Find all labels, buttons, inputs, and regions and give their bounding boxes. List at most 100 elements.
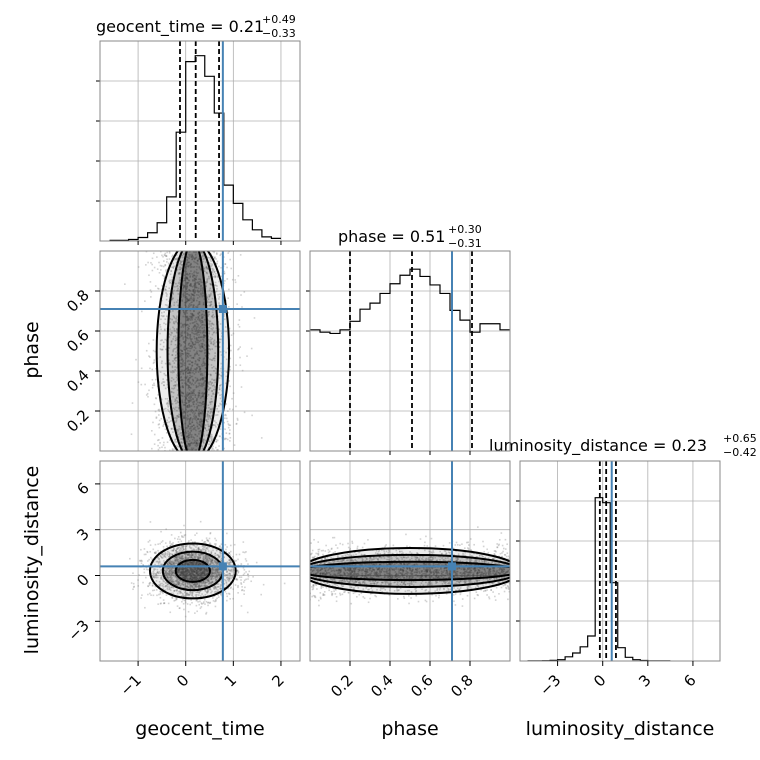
panel-geocent-time-phase-point xyxy=(226,347,229,350)
panel-geocent-time-luminosity-distance-point xyxy=(196,583,198,586)
panel-geocent-time-luminosity-distance-point xyxy=(202,549,204,551)
panel-geocent-time-luminosity-distance-point xyxy=(191,587,194,590)
panel-geocent-time-luminosity-distance-point xyxy=(172,570,174,573)
panel-geocent-time-phase-point xyxy=(170,299,173,301)
panel-geocent-time-luminosity-distance-point xyxy=(217,572,220,574)
panel-geocent-time-luminosity-distance-point xyxy=(195,578,197,580)
panel-geocent-time-phase-point xyxy=(199,397,202,400)
panel-geocent-time-luminosity-distance-point xyxy=(243,589,245,592)
panel-geocent-time-luminosity-distance-point xyxy=(200,602,203,604)
panel-geocent-time-luminosity-distance-point xyxy=(153,576,156,579)
panel-geocent-time-phase-point xyxy=(189,372,192,374)
panel-geocent-time-phase-point xyxy=(196,307,198,309)
panel-geocent-time-luminosity-distance-point xyxy=(165,573,167,576)
panel-geocent-time-phase-point xyxy=(176,269,179,271)
panel-geocent-time-luminosity-distance-point xyxy=(200,576,203,578)
panel-geocent-time-luminosity-distance-point xyxy=(212,577,215,580)
panel-geocent-time-phase-point xyxy=(237,348,239,351)
panel-geocent-time-luminosity-distance-point xyxy=(166,585,169,588)
panel-geocent-time-luminosity-distance-point xyxy=(190,563,193,566)
panel-geocent-time-phase-point xyxy=(183,369,186,372)
panel-geocent-time-luminosity-distance-point xyxy=(206,578,208,581)
panel-geocent-time-luminosity-distance-point xyxy=(229,554,232,556)
panel-geocent-time-phase-point xyxy=(202,394,205,397)
panel-geocent-time-phase-point xyxy=(197,427,199,430)
panel-geocent-time-luminosity-distance-point xyxy=(199,563,202,566)
panel-geocent-time-phase-point xyxy=(204,449,207,451)
panel-geocent-time-phase-point xyxy=(215,368,218,370)
panel-geocent-time-luminosity-distance-point xyxy=(189,577,192,580)
panel-geocent-time-phase-point xyxy=(219,341,221,344)
panel-geocent-time-phase-point xyxy=(211,263,214,266)
panel-geocent-time-phase-point xyxy=(200,412,202,414)
panel-geocent-time-phase-point xyxy=(209,301,212,304)
panel-geocent-time-phase-point xyxy=(203,269,205,272)
panel-geocent-time-luminosity-distance-point xyxy=(157,564,160,567)
panel-geocent-time-phase-point xyxy=(182,417,185,419)
panel-geocent-time-phase-point xyxy=(232,392,235,394)
panel-geocent-time-phase-point xyxy=(199,318,201,321)
panel-geocent-time-luminosity-distance-point xyxy=(215,590,217,593)
panel-geocent-time-luminosity-distance-point xyxy=(183,572,185,575)
panel-geocent-time-luminosity-distance-point xyxy=(188,544,191,547)
panel-geocent-time-phase-point xyxy=(190,449,193,451)
panel-geocent-time-phase-point xyxy=(213,449,215,451)
panel-geocent-time-luminosity-distance-point xyxy=(162,546,165,548)
panel-geocent-time-phase-point xyxy=(198,415,201,418)
panel-geocent-time-phase-point xyxy=(187,333,189,336)
panel-geocent-time-phase-point xyxy=(186,427,188,429)
panel-geocent-time-phase-point xyxy=(197,331,200,333)
panel-geocent-time-phase-point xyxy=(224,318,226,321)
panel-geocent-time-luminosity-distance-point xyxy=(165,584,167,587)
panel-geocent-time-phase-point xyxy=(183,311,185,313)
panel-geocent-time-phase-point xyxy=(178,401,180,403)
panel-geocent-time-luminosity-distance-point xyxy=(199,553,202,556)
panel-geocent-time-luminosity-distance-point xyxy=(191,585,194,588)
panel-geocent-time-phase-point xyxy=(196,339,198,341)
panel-geocent-time-luminosity-distance-point xyxy=(182,547,185,550)
panel-geocent-time-luminosity-distance-point xyxy=(138,574,140,576)
panel-geocent-time-luminosity-distance-point xyxy=(168,562,171,564)
panel-geocent-time-luminosity-distance-point xyxy=(196,562,198,565)
panel-geocent-time-luminosity-distance-point xyxy=(197,560,200,563)
panel-geocent-time-phase-point xyxy=(189,265,192,267)
panel-geocent-time-luminosity-distance-point xyxy=(198,581,200,584)
panel-geocent-time-luminosity-distance-point xyxy=(174,562,177,565)
panel-geocent-time-phase-point xyxy=(175,406,177,409)
panel-geocent-time-phase-point xyxy=(185,357,188,359)
panel-geocent-time-luminosity-distance-point xyxy=(216,554,219,556)
panel-geocent-time-luminosity-distance-point xyxy=(190,574,193,577)
panel-geocent-time-luminosity-distance-point xyxy=(246,611,249,614)
panel-geocent-time-luminosity-distance-point xyxy=(193,583,196,585)
panel-geocent-time-luminosity-distance-point xyxy=(216,566,218,569)
panel-geocent-time-phase-point xyxy=(192,380,195,382)
panel-geocent-time-luminosity-distance-point xyxy=(161,540,164,542)
panel-geocent-time-phase-point xyxy=(198,359,201,362)
panel-geocent-time-luminosity-distance-point xyxy=(210,553,212,555)
panel-geocent-time-phase-point xyxy=(209,401,212,404)
panel-geocent-time-phase-point xyxy=(197,303,200,306)
panel-geocent-time-luminosity-distance-point xyxy=(195,552,198,555)
panel-geocent-time-phase-point xyxy=(229,429,231,431)
panel-geocent-time-phase-point xyxy=(152,339,155,341)
panel-geocent-time-phase-point xyxy=(223,421,225,424)
panel-geocent-time-luminosity-distance-point xyxy=(216,571,219,573)
panel-geocent-time-phase-point xyxy=(153,361,155,363)
panel-geocent-time-phase-point xyxy=(200,287,202,289)
panel-geocent-time-luminosity-distance-point xyxy=(194,568,196,571)
panel-geocent-time-phase-point xyxy=(202,382,205,385)
panel-geocent-time-luminosity-distance-point xyxy=(212,566,215,569)
panel-geocent-time-luminosity-distance-point xyxy=(207,578,210,581)
panel-geocent-time-phase-point xyxy=(209,336,212,339)
panel-geocent-time-phase-point xyxy=(211,415,213,417)
panel-geocent-time-phase-point xyxy=(199,384,202,387)
panel-geocent-time-luminosity-distance-point xyxy=(208,576,210,579)
panel-geocent-time-luminosity-distance-point xyxy=(181,562,184,565)
panel-geocent-time-phase-point xyxy=(235,405,237,408)
panel-geocent-time-phase-point xyxy=(208,326,210,329)
panel-geocent-time-phase-point xyxy=(192,314,195,316)
panel-geocent-time-phase-point xyxy=(220,266,222,269)
panel-geocent-time-phase-point xyxy=(189,374,191,377)
panel-geocent-time-phase-point xyxy=(159,264,162,267)
panel-geocent-time-luminosity-distance-point xyxy=(181,572,184,574)
